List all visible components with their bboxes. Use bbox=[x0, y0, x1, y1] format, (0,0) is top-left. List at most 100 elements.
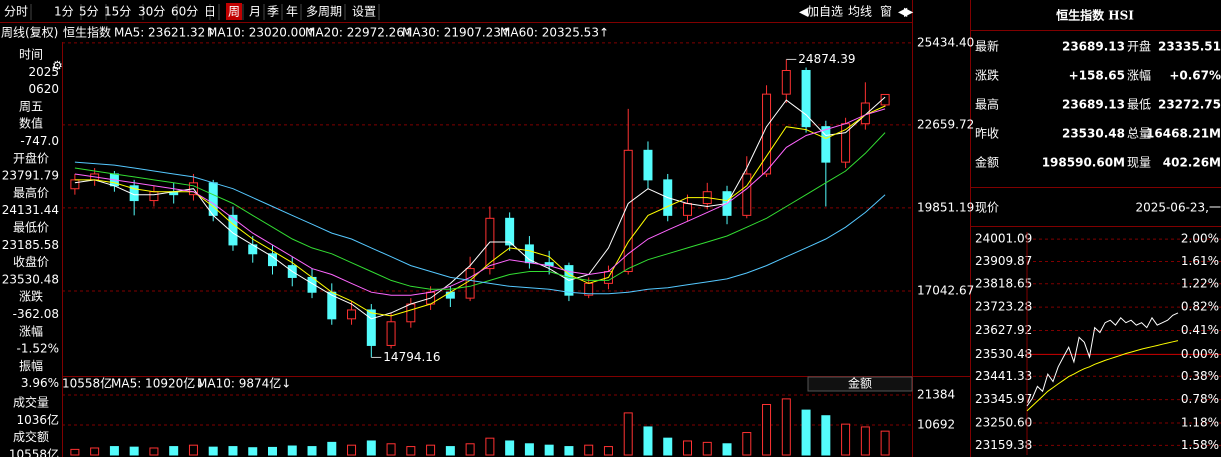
candle-body bbox=[683, 203, 692, 216]
volume-bar bbox=[801, 409, 811, 456]
volume-bar bbox=[505, 440, 515, 456]
quote-cell: 16468.21M bbox=[1146, 127, 1221, 141]
volume-bar bbox=[188, 444, 198, 456]
volume-bar bbox=[307, 446, 317, 456]
active-tab bbox=[226, 3, 242, 20]
avg-line bbox=[1026, 340, 1179, 412]
candle-body bbox=[762, 93, 772, 175]
volume-legend: MA5: 10920亿↓ bbox=[111, 376, 205, 391]
quote-cell: 总量 bbox=[1127, 127, 1151, 141]
pct-label: 1.18% bbox=[1181, 415, 1219, 429]
candle-body bbox=[742, 173, 752, 216]
nav-arrow[interactable]: ▶ bbox=[904, 5, 914, 19]
info-row: 涨幅 bbox=[19, 323, 43, 338]
y-tick-label: 25434.40 bbox=[917, 35, 974, 49]
period-button[interactable]: 5分 bbox=[79, 5, 99, 19]
volume-bar bbox=[762, 403, 772, 456]
info-row: 成交量 bbox=[13, 395, 49, 410]
quote-cell: +158.65 bbox=[1069, 69, 1125, 83]
info-row: 24131.44 bbox=[2, 203, 59, 217]
period-button[interactable]: 分时 bbox=[4, 5, 28, 19]
pct-label: 0.38% bbox=[1181, 369, 1219, 383]
volume-bar bbox=[149, 447, 159, 456]
period-button[interactable]: 30分 bbox=[138, 5, 165, 19]
quote-cell: 涨跌 bbox=[975, 68, 999, 83]
info-row: 时间 bbox=[19, 48, 43, 62]
tool-button[interactable]: 加自选 bbox=[807, 5, 843, 19]
volume-bar bbox=[70, 448, 80, 456]
volume-bar bbox=[564, 446, 574, 456]
volume-legend: MA10: 9874亿↓ bbox=[197, 376, 291, 391]
pct-label: 1.61% bbox=[1181, 254, 1219, 268]
period-button[interactable]: 周 bbox=[228, 5, 240, 19]
intraday-tick-label: 23250.60 bbox=[975, 415, 1032, 429]
tool-button[interactable]: 均线 bbox=[848, 5, 872, 19]
quote-cell: 23689.13 bbox=[1062, 98, 1125, 112]
intraday-tick-label: 23627.92 bbox=[975, 323, 1032, 337]
info-row: 3.96% bbox=[21, 376, 59, 390]
quote-cell: 最新 bbox=[975, 39, 999, 54]
volume-bar bbox=[208, 446, 218, 456]
info-row: 最低价 bbox=[13, 221, 49, 235]
pct-label: 1.58% bbox=[1181, 438, 1219, 452]
volume-bar bbox=[268, 446, 277, 456]
quote-cell: 涨幅 bbox=[1127, 68, 1151, 83]
volume-bar bbox=[228, 446, 238, 456]
period-button[interactable]: 15分 bbox=[104, 5, 131, 19]
ma-line bbox=[74, 96, 886, 320]
volume-bar bbox=[742, 432, 752, 456]
period-button[interactable]: 日 bbox=[204, 5, 216, 19]
candle-body bbox=[70, 179, 80, 190]
quote-cell: 开盘 bbox=[1127, 39, 1151, 54]
period-button[interactable]: 季 bbox=[267, 5, 279, 19]
candle-body bbox=[505, 217, 515, 246]
nav-arrow[interactable]: ◀ bbox=[898, 5, 908, 19]
candle-body bbox=[366, 309, 376, 346]
candle-body bbox=[801, 69, 811, 128]
period-button[interactable]: 月 bbox=[249, 5, 261, 19]
quote-cell: 23530.48 bbox=[1062, 127, 1125, 141]
volume-bar bbox=[406, 446, 416, 456]
period-button[interactable]: 1分 bbox=[54, 5, 74, 19]
volume-bar bbox=[584, 444, 594, 456]
pct-label: 0.41% bbox=[1181, 323, 1219, 337]
ma-line bbox=[74, 132, 886, 290]
info-row: 2025 bbox=[28, 65, 59, 79]
volume-bar bbox=[643, 426, 653, 456]
intraday-tick-label: 23159.38 bbox=[975, 438, 1032, 452]
tool-button[interactable]: 窗 bbox=[880, 5, 892, 19]
volume-bar bbox=[781, 398, 791, 456]
candle-body bbox=[623, 149, 633, 273]
prev-arrow[interactable]: ◀ bbox=[799, 5, 809, 19]
intraday-tick-label: 23441.33 bbox=[975, 369, 1032, 383]
volume-bar bbox=[366, 440, 376, 456]
volume-tick-label: 10692 bbox=[917, 417, 955, 431]
candle-body bbox=[485, 217, 495, 270]
volume-bar bbox=[603, 446, 613, 456]
info-row: 23791.79 bbox=[2, 169, 59, 183]
selector-box[interactable] bbox=[807, 376, 913, 392]
period-button[interactable]: 60分 bbox=[171, 5, 198, 19]
volume-selector[interactable]: 金额 bbox=[848, 376, 872, 391]
volume-bar bbox=[445, 446, 455, 456]
settings-icon[interactable]: ⚙ bbox=[52, 59, 63, 73]
info-row: 开盘价 bbox=[13, 150, 49, 165]
info-row: 1036亿 bbox=[16, 412, 59, 427]
info-row: 23530.48 bbox=[2, 272, 59, 286]
info-row: 收盘价 bbox=[13, 254, 49, 269]
volume-bar bbox=[90, 447, 100, 456]
ma-legend: MA5: 23621.32↑ bbox=[114, 26, 215, 40]
quote-cell: 昨收 bbox=[975, 127, 999, 141]
period-button[interactable]: 年 bbox=[286, 5, 298, 19]
ma-legend: MA60: 20325.53↑ bbox=[500, 26, 609, 40]
volume-bar bbox=[426, 444, 436, 456]
intraday-label: 现价 bbox=[975, 201, 999, 215]
period-button[interactable]: 设置 bbox=[352, 5, 376, 19]
candle-body bbox=[465, 268, 475, 299]
candle-body bbox=[347, 309, 357, 320]
period-button[interactable]: 多周期 bbox=[306, 5, 342, 19]
intraday-tick-label: 23345.97 bbox=[975, 392, 1032, 406]
